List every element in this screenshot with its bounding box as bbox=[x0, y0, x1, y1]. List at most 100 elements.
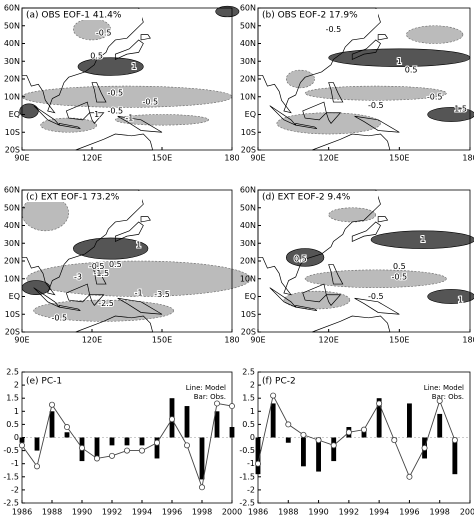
bar bbox=[407, 403, 412, 438]
lon-tick-label: 180 bbox=[462, 336, 474, 345]
negative-region bbox=[283, 290, 351, 310]
model-marker bbox=[391, 437, 398, 444]
bar bbox=[64, 432, 70, 438]
bar bbox=[270, 403, 276, 438]
contour-label: -0.5 bbox=[368, 101, 384, 110]
lat-tick-label: 20S bbox=[5, 328, 20, 337]
map-panel: (d) EXT EOF-2 9.4%60N50N40N30N20N10NEQ10… bbox=[240, 186, 474, 345]
model-marker bbox=[360, 426, 367, 433]
contour-label: 1 bbox=[94, 110, 99, 119]
coastline bbox=[328, 82, 344, 103]
map-title: (a) OBS EOF-1 41.4% bbox=[26, 11, 122, 21]
y-tick-label: 0.5 bbox=[6, 420, 19, 429]
legend-entry: Line: Model bbox=[424, 384, 464, 392]
contour-label: -0.5 bbox=[368, 292, 384, 301]
lat-tick-label: EQ bbox=[245, 110, 256, 119]
lon-tick-label: 90E bbox=[14, 336, 29, 345]
model-marker bbox=[300, 431, 307, 438]
lon-tick-label: 120E bbox=[82, 336, 102, 345]
y-tick-label: 2 bbox=[14, 381, 19, 390]
negative-region bbox=[285, 69, 315, 89]
lat-tick-label: 20S bbox=[241, 328, 256, 337]
lat-tick-label: 60N bbox=[240, 186, 256, 195]
contour-label: 0.5 bbox=[90, 51, 103, 60]
x-tick-label: 1998 bbox=[192, 508, 212, 517]
lon-tick-label: 150E bbox=[389, 154, 409, 163]
bar bbox=[376, 398, 382, 438]
lon-tick-label: 120E bbox=[82, 154, 102, 163]
positive-region bbox=[73, 237, 149, 260]
coastline bbox=[65, 283, 91, 303]
model-marker bbox=[109, 452, 116, 459]
model-marker bbox=[124, 447, 131, 454]
y-tick-label: -1 bbox=[11, 459, 19, 468]
lon-tick-label: 150E bbox=[152, 336, 172, 345]
coastline bbox=[325, 294, 342, 306]
coastline bbox=[58, 304, 81, 312]
lat-tick-label: 50N bbox=[4, 21, 20, 30]
contour-label: -1 bbox=[135, 288, 143, 297]
y-tick-label: 0 bbox=[250, 433, 255, 442]
title-background bbox=[260, 191, 378, 202]
contour-label: 1 bbox=[131, 62, 136, 71]
contour-label: -0.5 bbox=[143, 98, 159, 107]
negative-region bbox=[406, 25, 464, 44]
contour-label: 1 bbox=[136, 241, 141, 250]
lon-tick-label: 90E bbox=[250, 336, 265, 345]
coastline bbox=[65, 101, 91, 121]
coastline bbox=[140, 34, 151, 41]
bar bbox=[184, 406, 190, 438]
lon-tick-label: 180 bbox=[224, 336, 239, 345]
y-tick-label: -0.5 bbox=[3, 446, 19, 455]
lat-tick-label: 20N bbox=[4, 75, 20, 84]
bar bbox=[437, 413, 443, 438]
bar bbox=[124, 437, 130, 446]
model-marker bbox=[451, 437, 458, 444]
coastline bbox=[117, 115, 163, 133]
lat-tick-label: 40N bbox=[240, 221, 256, 230]
contour-label: -1.5 bbox=[94, 269, 110, 278]
bar bbox=[361, 429, 367, 438]
positive-region bbox=[19, 103, 39, 119]
x-tick-label: 1988 bbox=[278, 508, 298, 517]
bar bbox=[316, 437, 321, 472]
positive-region bbox=[427, 289, 474, 304]
coastline bbox=[354, 115, 400, 133]
title-background bbox=[260, 9, 378, 20]
lat-tick-label: 40N bbox=[240, 39, 256, 48]
contour-label: -0.5 bbox=[96, 28, 112, 37]
coastline bbox=[58, 122, 81, 130]
contour-label: -0.5 bbox=[392, 272, 408, 281]
bar bbox=[34, 437, 40, 451]
coastline bbox=[302, 283, 327, 303]
negative-region bbox=[276, 112, 381, 135]
coastline bbox=[295, 304, 318, 312]
title-background bbox=[24, 9, 142, 20]
contour-label: 0.5 bbox=[405, 66, 418, 75]
contour-label: -3 bbox=[74, 272, 82, 281]
y-tick-label: 0 bbox=[14, 433, 19, 442]
bar bbox=[214, 411, 220, 438]
coastline bbox=[325, 112, 342, 124]
lat-tick-label: 20S bbox=[5, 146, 20, 155]
lat-tick-label: 20N bbox=[240, 75, 256, 84]
title-background bbox=[24, 191, 142, 202]
model-marker bbox=[315, 437, 322, 444]
model-marker bbox=[79, 444, 86, 451]
lat-tick-label: 10N bbox=[240, 274, 256, 283]
y-tick-label: -1.5 bbox=[3, 472, 19, 481]
coastline bbox=[377, 34, 389, 41]
map-title: (c) EXT EOF-1 73.2% bbox=[26, 193, 120, 203]
y-tick-label: -1 bbox=[247, 459, 255, 468]
model-marker bbox=[254, 460, 261, 467]
negative-region bbox=[328, 207, 377, 223]
lat-tick-label: 60N bbox=[4, 186, 20, 195]
coastline bbox=[91, 82, 107, 103]
contour-label: 0.5 bbox=[294, 255, 307, 264]
bar bbox=[285, 437, 291, 443]
model-marker bbox=[330, 442, 337, 449]
map-panel: (c) EXT EOF-1 73.2% 60N 50N 40N 30N 20N 10N EQ 1… bbox=[4, 186, 251, 345]
bar bbox=[331, 437, 337, 462]
coastline bbox=[75, 133, 154, 151]
lon-tick-label: 180 bbox=[462, 154, 474, 163]
